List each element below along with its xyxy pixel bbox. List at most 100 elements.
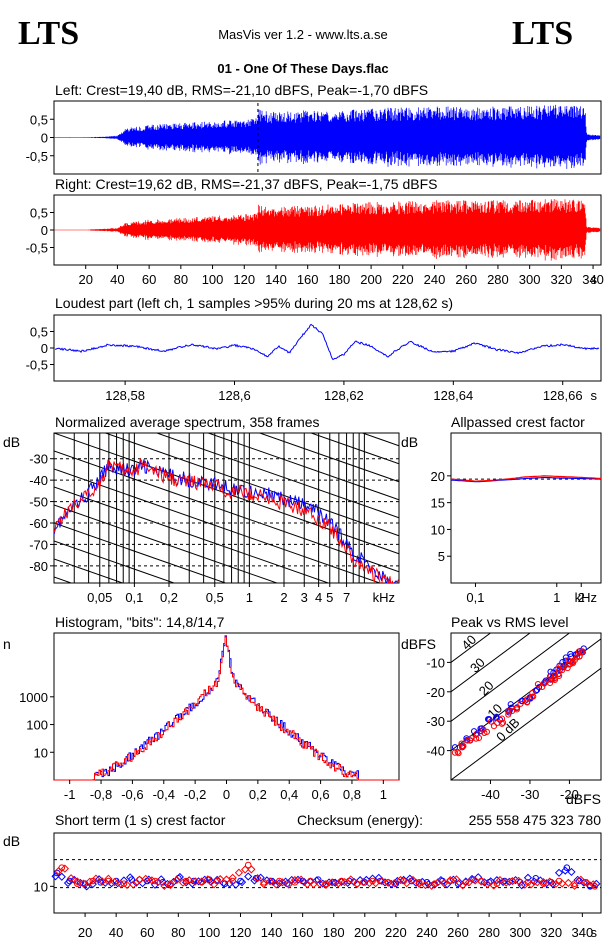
loudest-part-trace — [54, 323, 600, 361]
allpassed-crest-ytick-label: 10 — [431, 522, 445, 537]
short-crest-point-right — [309, 880, 318, 889]
crest-trace-right — [450, 475, 602, 482]
peak-rms-point-left — [547, 668, 554, 675]
short-crest-peak-right — [198, 879, 205, 886]
spectrum-trace-right — [54, 457, 399, 583]
crest-ylabel: dB — [401, 434, 418, 450]
right-waveform-trace — [54, 199, 601, 261]
peak-rms-point-right — [481, 729, 488, 736]
short-crest-point-right — [545, 877, 554, 886]
loudest-part-xtick-label: 128,62 — [324, 388, 364, 403]
short-crest-point-right — [390, 879, 399, 888]
allpassed-crest-xunit-label: kHz — [575, 590, 597, 605]
right-waveform-xtick-label: 220 — [392, 272, 414, 287]
short-crest-point-right — [98, 877, 107, 886]
spectrum-title: Normalized average spectrum, 358 frames — [55, 414, 320, 430]
short-crest-point-left — [126, 873, 135, 882]
short-crest-peak-right — [307, 877, 314, 885]
short-crest-point-right — [328, 878, 337, 887]
peak-rms-point-right — [468, 734, 475, 742]
short-crest-point-right — [570, 881, 579, 890]
peak-vs-rms-xtick-label: -30 — [521, 787, 540, 802]
peak-vs-rms-ytick-label: -40 — [426, 744, 445, 759]
short-crest-peak-left — [361, 879, 369, 886]
spectrum-slope-line — [103, 433, 399, 537]
short-crest-peak-right — [291, 879, 299, 886]
spectrum-ylabel: dB — [3, 434, 20, 450]
average-spectrum-xtick-label: 0,5 — [206, 590, 224, 605]
peak-rms-title: Peak vs RMS level — [451, 614, 568, 630]
short-term-crest-xtick-label: 40 — [109, 925, 123, 940]
short-crest-point-right — [365, 878, 374, 888]
spectrum-slope-line — [54, 468, 382, 583]
short-term-crest-xtick-label: 180 — [323, 925, 345, 940]
peak-rms-point-right — [528, 694, 535, 701]
short-crest-ylabel: dB — [3, 833, 20, 849]
short-term-crest-xtick-label: 320 — [540, 925, 562, 940]
loudest-part-title: Loudest part (left ch, 1 samples >95% du… — [55, 295, 453, 311]
histogram-ylabel: n — [3, 636, 11, 652]
peak-rms-diagonal — [451, 633, 571, 722]
short-term-crest-xunit-label: s — [591, 925, 598, 940]
short-crest-point-left — [57, 872, 66, 881]
short-crest-point-right — [495, 876, 505, 885]
right-waveform-xtick-label: 160 — [297, 272, 319, 287]
right-waveform-xtick-label: 300 — [519, 272, 541, 287]
peak-rms-point-right — [487, 718, 495, 725]
average-spectrum-ytick-label: -50 — [29, 495, 48, 510]
checksum-value: 255 558 475 323 780 — [469, 812, 602, 828]
average-spectrum-panel: -30 -40 -50 -60 -70 -80 0,05 0,1 0,2 0,5 1 2 3 4 5 7 kHz — [29, 432, 400, 605]
short-crest-peak-right — [591, 883, 599, 890]
histogram-ytick-label: 100 — [26, 718, 48, 733]
average-spectrum-xtick-label: 1 — [246, 590, 253, 605]
short-term-crest-xtick-label: 200 — [354, 925, 376, 940]
spectrum-slope-line — [54, 522, 227, 583]
spectrum-slope-line — [258, 433, 399, 483]
short-crest-peak-right — [540, 880, 547, 887]
peak-rms-point-right — [541, 680, 548, 687]
right-waveform-xtick-label: 320 — [551, 272, 573, 287]
short-crest-point-right — [408, 875, 418, 885]
short-term-crest-panel: 10 20 40 60 80 100 120 140 160 180 200 220 240 260 280… — [34, 832, 602, 940]
peak-rms-point-right — [551, 672, 559, 679]
short-crest-point-right — [166, 880, 175, 890]
left-waveform-ytick-label: -0,5 — [26, 149, 48, 164]
peak-rms-point-right — [513, 705, 520, 712]
short-crest-point-left — [567, 867, 576, 877]
right-waveform-ytick-label: 0,5 — [30, 206, 48, 221]
short-crest-peak-right — [493, 880, 501, 887]
short-crest-peak-right — [213, 877, 221, 885]
short-crest-point-right — [582, 878, 592, 888]
peak-rms-diagonal — [451, 633, 492, 664]
short-crest-peak-right — [384, 879, 392, 886]
short-crest-peak-right — [322, 880, 330, 887]
peak-rms-point-right — [517, 700, 524, 707]
short-term-crest-xtick-label: 60 — [140, 925, 154, 940]
short-crest-point-right — [191, 877, 200, 886]
average-spectrum-xtick-label: 3 — [301, 590, 308, 605]
right-waveform-title: Right: Crest=19,62 dB, RMS=-21,37 dBFS, … — [55, 176, 437, 192]
peak-rms-point-right — [505, 708, 512, 715]
short-crest-point-right — [402, 879, 411, 888]
short-crest-point-right — [265, 877, 275, 886]
short-crest-point-left — [393, 876, 402, 886]
short-crest-point-right — [129, 880, 138, 889]
short-crest-point-left — [405, 874, 414, 883]
peak-rms-point-right — [498, 720, 506, 727]
short-term-crest-xtick-label: 120 — [230, 925, 252, 940]
short-crest-peak-right — [182, 877, 190, 885]
average-spectrum-ytick-label: -30 — [29, 452, 48, 467]
peak-rms-ylabel: dBFS — [401, 636, 436, 652]
average-spectrum-ytick-label: -80 — [29, 559, 48, 574]
allpassed-crest-xtick-label: 0,1 — [466, 590, 484, 605]
short-crest-peak-right — [244, 861, 252, 869]
peak-vs-rms-xtick-label: -40 — [481, 787, 500, 802]
right-waveform-xtick-label: 340 — [582, 272, 604, 287]
right-waveform-xtick-label: 180 — [329, 272, 351, 287]
short-crest-peak-right — [338, 877, 345, 885]
short-crest-point-right — [79, 879, 88, 888]
right-waveform-xtick-label: 280 — [487, 272, 509, 287]
peak-rms-point-right — [458, 740, 465, 747]
short-crest-point-right — [141, 874, 150, 883]
